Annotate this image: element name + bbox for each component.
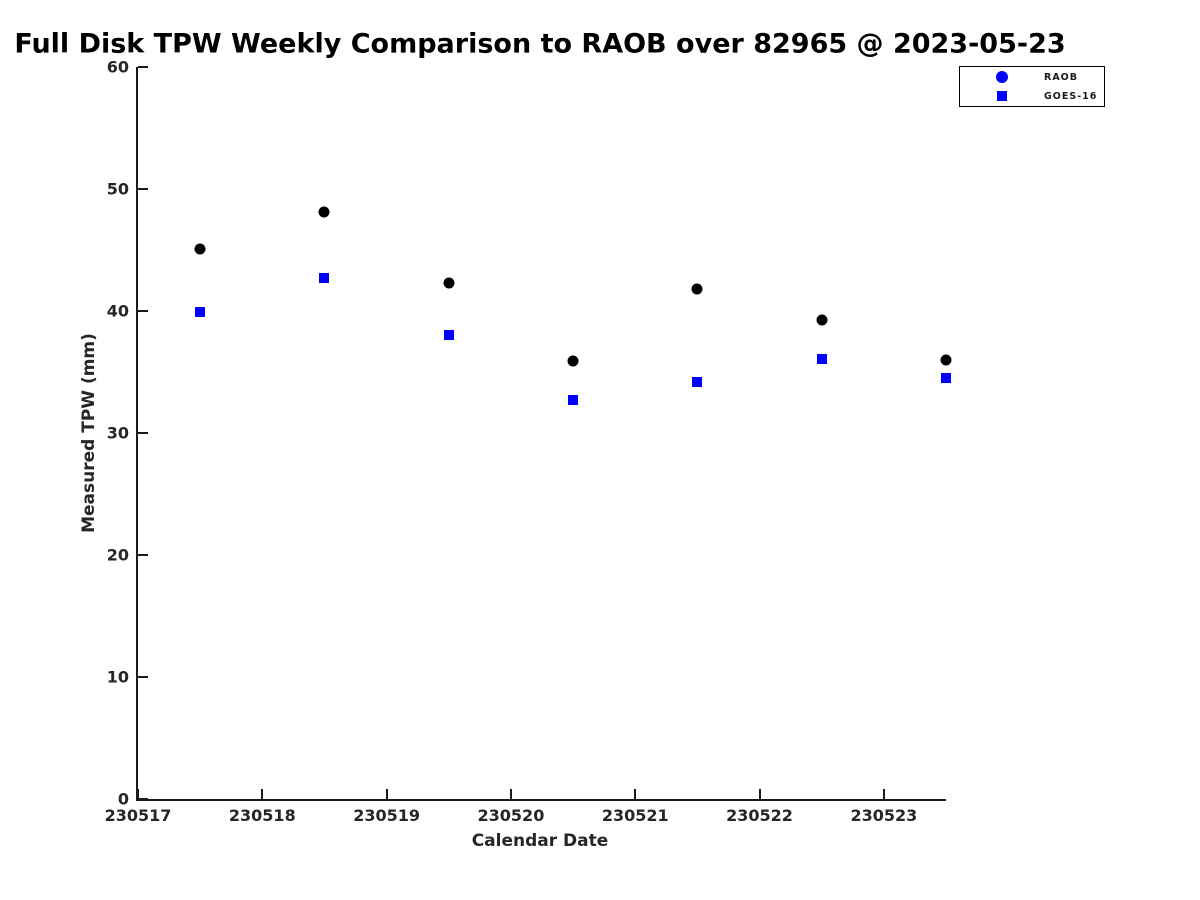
- data-point-goes-16: [692, 376, 703, 387]
- y-tick-label: 10: [106, 667, 129, 687]
- x-axis-label: Calendar Date: [471, 831, 609, 851]
- y-tick-mark: [138, 66, 148, 68]
- circle-marker-icon: [996, 71, 1008, 83]
- data-point-goes-16: [195, 307, 206, 318]
- data-point-goes-16: [941, 373, 951, 384]
- legend-marker-cell: [960, 71, 1044, 83]
- y-tick-mark: [138, 310, 148, 312]
- x-tick-mark: [882, 789, 885, 799]
- y-tick-label: 0: [117, 789, 129, 809]
- x-tick-mark: [261, 789, 264, 799]
- data-point-raob: [567, 355, 579, 367]
- x-tick-label: 230522: [726, 806, 793, 825]
- data-point-raob: [816, 314, 828, 326]
- x-tick-mark: [385, 789, 388, 799]
- y-tick-mark: [138, 676, 148, 678]
- x-tick-mark: [137, 789, 139, 799]
- data-point-goes-16: [816, 353, 827, 364]
- y-tick-mark: [138, 554, 148, 556]
- y-tick-mark: [138, 798, 148, 800]
- x-tick-label: 230521: [601, 806, 669, 825]
- y-tick-mark: [138, 188, 148, 190]
- legend-item-raob: RAOB: [960, 68, 1104, 86]
- y-tick-label: 30: [106, 423, 129, 443]
- chart-title: Full Disk TPW Weekly Comparison to RAOB …: [14, 28, 1066, 60]
- data-point-raob: [940, 354, 952, 366]
- legend-label: GOES-16: [1044, 90, 1098, 102]
- y-axis-label: Measured TPW (mm): [79, 333, 99, 533]
- x-tick-label: 230523: [850, 806, 918, 825]
- data-point-goes-16: [443, 330, 454, 341]
- y-tick-label: 20: [106, 545, 129, 565]
- legend-marker-cell: [960, 91, 1044, 101]
- x-tick-mark: [509, 789, 512, 799]
- legend-label: RAOB: [1044, 71, 1078, 83]
- x-tick-label: 230518: [228, 806, 296, 825]
- square-marker-icon: [997, 91, 1007, 101]
- x-tick-mark: [634, 789, 637, 799]
- x-tick-label: 230517: [104, 806, 172, 825]
- data-point-raob: [318, 206, 330, 218]
- plot-area: 230517 230518 230519 230520 230521 230522 2305…: [105, 58, 952, 825]
- data-point-raob: [691, 283, 703, 295]
- legend: RAOB GOES-16: [959, 66, 1105, 107]
- y-tick-mark: [138, 432, 148, 434]
- y-tick-label: 40: [106, 301, 129, 321]
- x-tick-mark: [758, 789, 761, 799]
- data-point-raob: [443, 277, 455, 289]
- y-tick-label: 50: [106, 179, 129, 199]
- x-tick-label: 230519: [353, 806, 421, 825]
- y-tick-label: 60: [106, 57, 129, 77]
- x-tick-label: 230520: [477, 806, 545, 825]
- data-point-goes-16: [568, 395, 579, 406]
- data-point-goes-16: [319, 273, 330, 284]
- legend-item-goes-16: GOES-16: [960, 87, 1104, 105]
- data-point-raob: [194, 243, 206, 255]
